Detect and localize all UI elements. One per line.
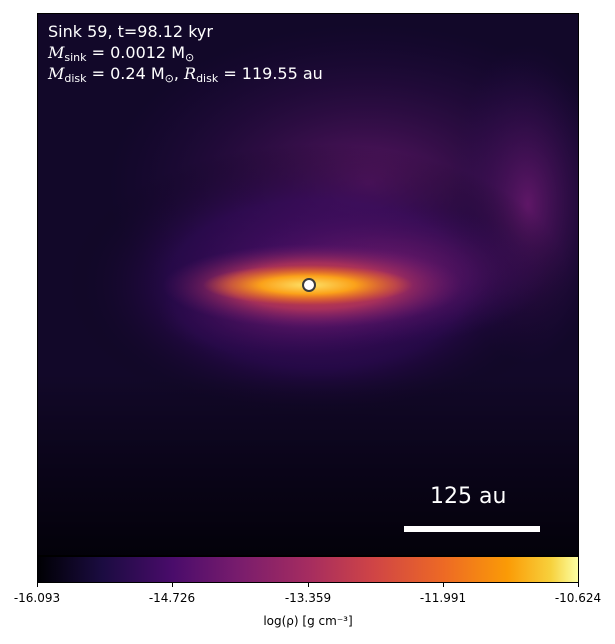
colorbar-tick-label: -13.359 (284, 591, 332, 605)
density-field (38, 14, 578, 555)
colorbar-tick (37, 583, 38, 587)
colorbar (37, 556, 579, 583)
disk-properties: Mdisk = 0.24 M⊙, Rdisk = 119.55 au (48, 64, 323, 85)
colorbar-tick (578, 583, 579, 587)
scale-bar (404, 526, 540, 532)
colorbar-label: log(ρ) [g cm⁻³] (263, 614, 353, 628)
sink-mass: Msink = 0.0012 M⊙ (48, 43, 195, 64)
scale-bar-label: 125 au (430, 484, 507, 509)
colorbar-tick-label: -16.093 (13, 591, 61, 605)
colorbar-tick-label: -10.624 (554, 591, 602, 605)
colorbar-tick-label: -11.991 (419, 591, 467, 605)
sink-title: Sink 59, t=98.12 kyr (48, 22, 213, 41)
colorbar-tick (308, 583, 309, 587)
sink-marker (302, 278, 316, 292)
colorbar-tick (172, 583, 173, 587)
density-map: Sink 59, t=98.12 kyr Msink = 0.0012 M⊙ M… (37, 13, 579, 556)
colorbar-tick-label: -14.726 (148, 591, 196, 605)
colorbar-tick (443, 583, 444, 587)
